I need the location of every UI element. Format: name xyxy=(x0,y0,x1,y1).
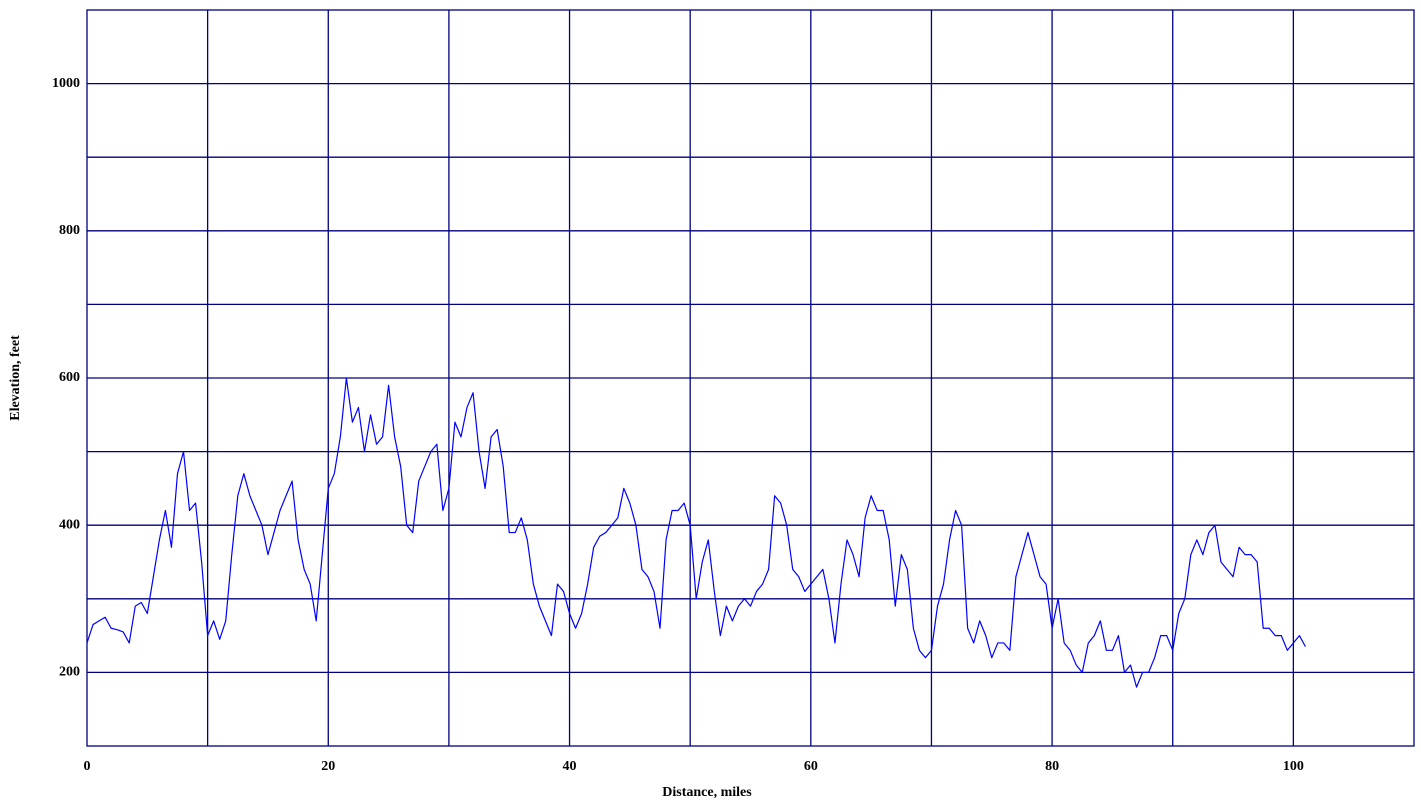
x-tick-label: 80 xyxy=(1045,759,1059,774)
y-axis-label: Elevation, feet xyxy=(8,335,23,421)
y-tick-label: 200 xyxy=(59,665,80,680)
x-tick-label: 20 xyxy=(321,759,335,774)
y-tick-label: 600 xyxy=(59,370,80,385)
x-tick-label: 40 xyxy=(563,759,577,774)
x-tick-label: 0 xyxy=(84,759,91,774)
x-tick-label: 100 xyxy=(1283,759,1304,774)
y-tick-label: 1000 xyxy=(52,76,80,91)
y-tick-label: 800 xyxy=(59,223,80,238)
x-tick-label: 60 xyxy=(804,759,818,774)
y-tick-label: 400 xyxy=(59,517,80,532)
x-axis-label: Distance, miles xyxy=(662,785,752,800)
elevation-line xyxy=(86,377,1306,688)
